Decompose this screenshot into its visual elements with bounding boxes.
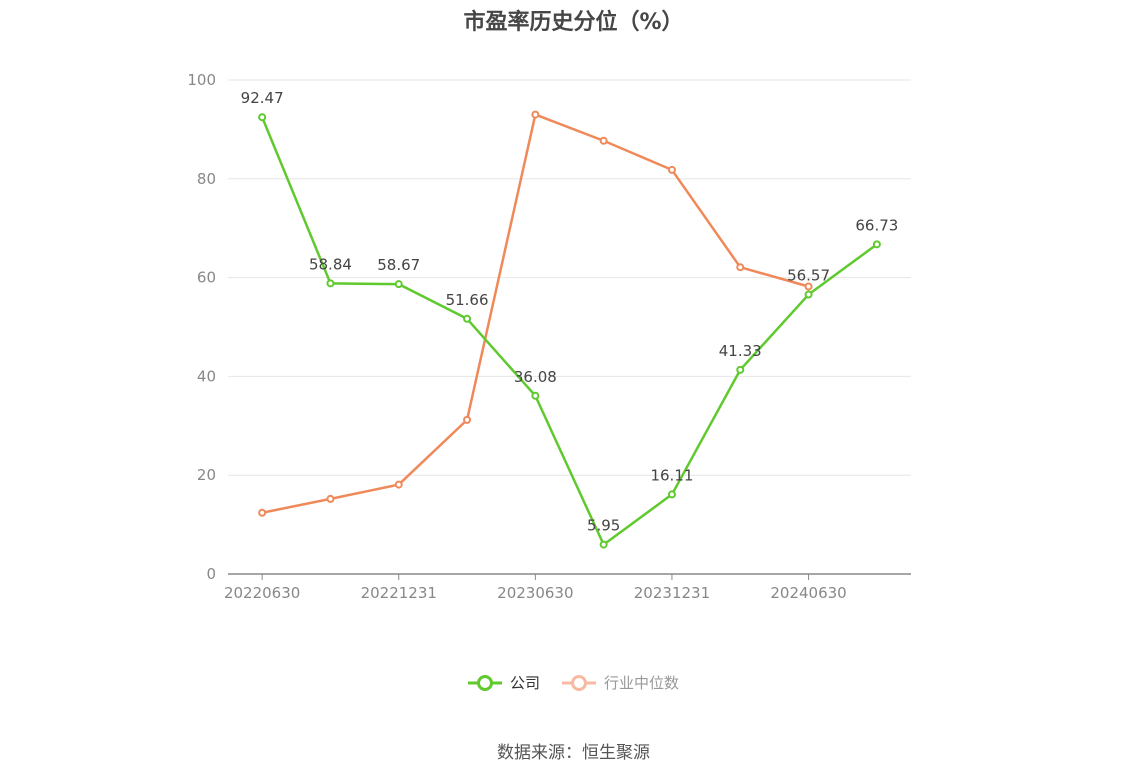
data-label: 16.11	[650, 466, 693, 484]
data-point[interactable]	[258, 113, 267, 122]
data-point[interactable]	[599, 136, 608, 145]
data-point[interactable]	[531, 391, 540, 400]
data-label: 56.57	[787, 267, 830, 285]
data-label: 51.66	[446, 291, 489, 309]
x-tick-label: 20231231	[634, 584, 710, 602]
legend-label-industry-median: 行业中位数	[604, 674, 680, 692]
legend-item-company[interactable]: 公司	[467, 672, 540, 693]
x-tick-label: 20240630	[770, 584, 846, 602]
data-point[interactable]	[667, 165, 676, 174]
series-points	[258, 110, 881, 549]
y-tick-label: 40	[197, 367, 216, 385]
data-point[interactable]	[736, 263, 745, 272]
data-labels: 92.47 58.84 58.67 51.66 36.08 5.95 16.11 41.33 5…	[241, 89, 899, 534]
grid-lines	[228, 79, 911, 476]
x-tick-label: 20220630	[224, 584, 300, 602]
data-point[interactable]	[667, 490, 676, 499]
x-tick-label: 20221231	[361, 584, 437, 602]
legend-label-company: 公司	[509, 674, 540, 692]
legend-industry-median-icon	[562, 674, 596, 691]
data-label: 66.73	[855, 216, 898, 234]
data-point[interactable]	[326, 279, 335, 288]
x-axis-ticks: 20220630 20221231 20230630 20231231 20240630	[224, 574, 847, 602]
data-label: 58.67	[377, 256, 420, 274]
data-point[interactable]	[531, 110, 540, 119]
x-tick-label: 20230630	[497, 584, 573, 602]
data-point[interactable]	[394, 480, 403, 489]
data-point[interactable]	[463, 314, 472, 323]
data-label: 92.47	[241, 89, 284, 107]
legend: 公司 行业中位数	[0, 672, 1147, 693]
data-point[interactable]	[872, 240, 881, 249]
data-label: 58.84	[309, 255, 352, 273]
data-label: 41.33	[719, 342, 762, 360]
data-point[interactable]	[736, 365, 745, 374]
series-line-1	[261, 113, 809, 514]
y-tick-label: 20	[197, 466, 216, 484]
y-tick-label: 60	[197, 269, 216, 287]
data-label: 36.08	[514, 368, 557, 386]
data-point[interactable]	[394, 280, 403, 289]
y-tick-label: 80	[197, 170, 216, 188]
data-point[interactable]	[599, 540, 608, 549]
data-point[interactable]	[804, 282, 813, 291]
y-axis-ticks: 0 20 40 60 80 100	[187, 71, 216, 583]
y-tick-label: 0	[206, 565, 216, 583]
series-line-0	[260, 116, 878, 546]
data-source: 数据来源：恒生聚源	[497, 743, 650, 763]
data-label: 5.95	[587, 517, 620, 535]
data-point[interactable]	[804, 290, 813, 299]
y-tick-label: 100	[187, 71, 216, 89]
data-point[interactable]	[463, 415, 472, 424]
legend-company-icon	[467, 674, 502, 691]
data-point[interactable]	[326, 494, 335, 503]
chart-title: 市盈率历史分位（%）	[463, 10, 684, 35]
data-point[interactable]	[258, 508, 267, 517]
legend-item-industry-median[interactable]: 行业中位数	[562, 672, 679, 693]
